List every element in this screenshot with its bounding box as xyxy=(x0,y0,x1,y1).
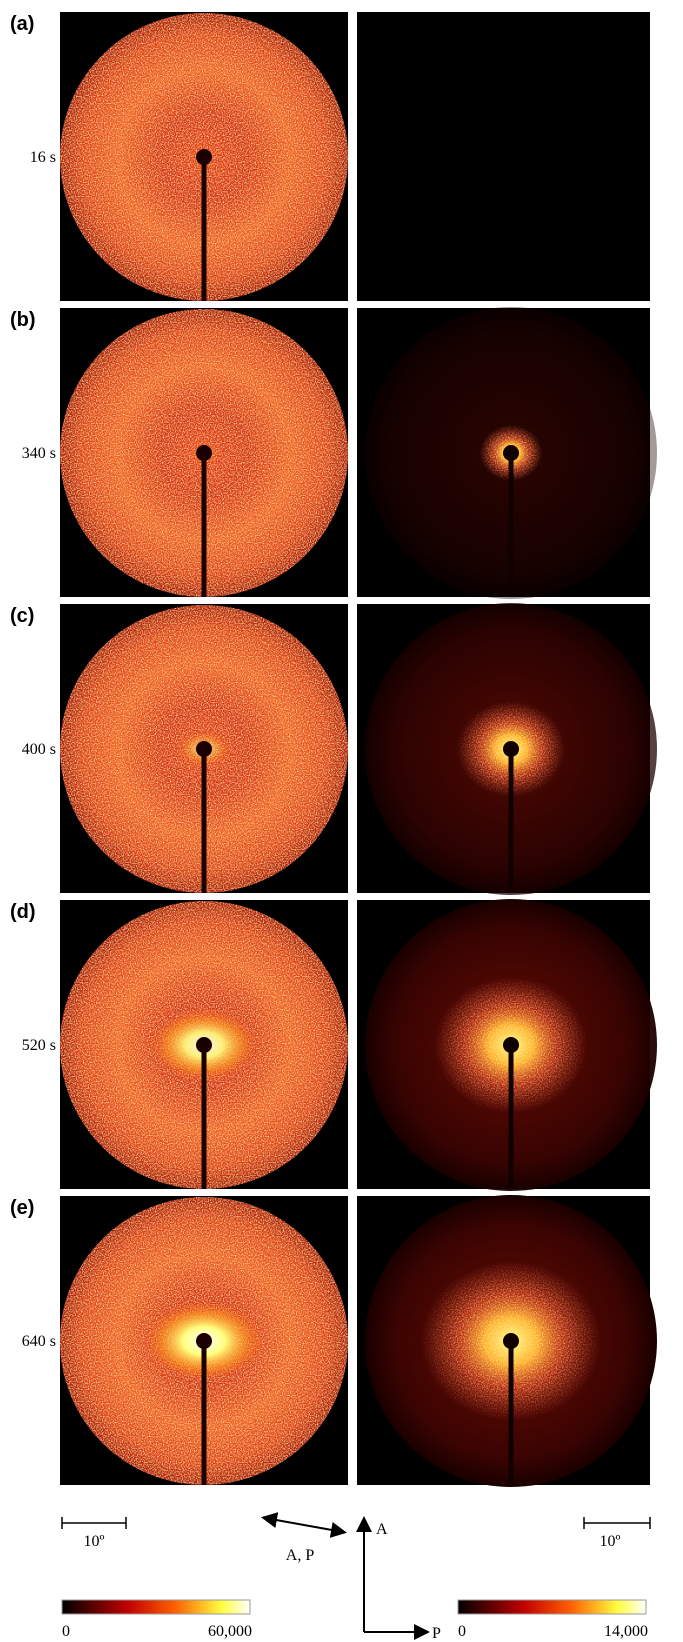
beam-stop xyxy=(196,149,212,165)
colorbar xyxy=(61,1599,251,1615)
time-label: 640 s xyxy=(22,1333,56,1350)
time-label: 400 s xyxy=(22,741,56,758)
panel-right xyxy=(357,12,650,301)
beam-stop xyxy=(196,1333,212,1349)
polarizer-label: A, P xyxy=(286,1547,315,1564)
beam-stop xyxy=(196,1037,212,1053)
beam-stop xyxy=(196,741,212,757)
scale-bar-right xyxy=(583,1517,651,1529)
analyzer-label: A xyxy=(376,1521,388,1538)
beam-stop xyxy=(196,445,212,461)
panel-label: (e) xyxy=(10,1197,34,1219)
panel-label: (a) xyxy=(10,13,34,35)
polarizer-label: P xyxy=(432,1625,441,1642)
scale-label: 10º xyxy=(600,1533,621,1550)
colorbar xyxy=(457,1599,647,1615)
polarizer-arrow xyxy=(261,1512,347,1538)
beam-stop xyxy=(503,741,519,757)
panel-label: (c) xyxy=(10,605,34,627)
scale-label: 10º xyxy=(84,1533,105,1550)
time-label: 16 s xyxy=(30,149,56,166)
scale-bar-left xyxy=(61,1517,127,1529)
panels: (a) 16 s (b) 340 s (c) 400 s (d) 520 s (e) 640 s xyxy=(10,12,657,1487)
time-label: 520 s xyxy=(22,1037,56,1054)
colorbar-max: 14,000 xyxy=(604,1623,648,1640)
beam-stop xyxy=(503,445,519,461)
beam-stop xyxy=(503,1333,519,1349)
beam-stop xyxy=(503,1037,519,1053)
colorbar-max: 60,000 xyxy=(208,1623,252,1640)
panel-label: (d) xyxy=(10,901,36,923)
panel-label: (b) xyxy=(10,309,36,331)
time-label: 340 s xyxy=(22,445,56,462)
colorbar-min: 0 xyxy=(458,1623,466,1640)
colorbar-min: 0 xyxy=(62,1623,70,1640)
